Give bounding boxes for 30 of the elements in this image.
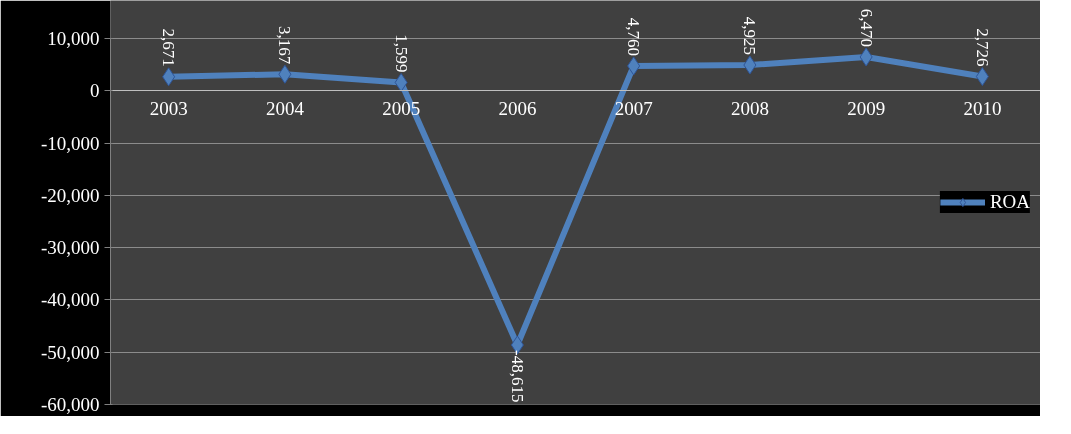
point (975, 67, 989, 87)
x-tick-label: 2008 (730, 97, 769, 119)
x-tick-label: 2006 (498, 97, 537, 119)
x-tick-label: 2010 (963, 97, 1002, 119)
data-label: 2,671 (159, 28, 179, 67)
data-label: 3,167 (275, 25, 295, 65)
y-tick-label: -50,000 (40, 341, 100, 363)
data-label: -48,615 (507, 349, 527, 403)
data-label: 4,760 (624, 17, 644, 56)
point (394, 72, 408, 92)
y-tick-label: -10,000 (40, 132, 100, 154)
data-label: 4,925 (740, 16, 760, 56)
y-tick-label: 0 (90, 80, 100, 102)
y-tick-label: -60,000 (40, 394, 100, 415)
point (278, 64, 292, 84)
y-tick-label: 10,000 (47, 28, 100, 49)
point (162, 67, 176, 87)
data-label: 2,726 (972, 28, 992, 67)
data-label: 1,599 (391, 34, 411, 73)
y-tick-label: -40,000 (40, 289, 100, 311)
x-tick-label: 2009 (847, 97, 886, 119)
point (859, 47, 873, 67)
point (627, 56, 641, 76)
y-tick-label: -30,000 (40, 237, 100, 259)
data-label: 6,470 (856, 8, 876, 47)
x-tick-label: 2004 (265, 97, 305, 119)
point (743, 55, 757, 75)
y-tick-label: -20,000 (40, 184, 100, 206)
x-tick-label: 2003 (149, 97, 188, 119)
legend-label: ROA (989, 191, 1030, 213)
